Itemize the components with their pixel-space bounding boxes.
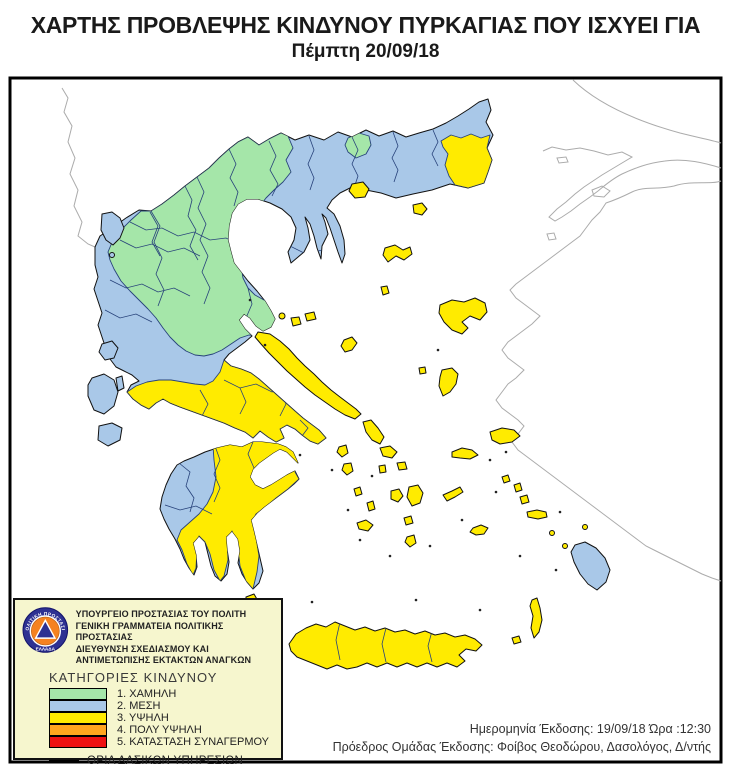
kythnos-island (341, 462, 354, 476)
symi-island (582, 524, 588, 530)
ministry-line: ΓΕΝΙΚΗ ΓΡΑΜΜΑΤΕΙΑ ΠΟΛΙΤΙΚΗΣ ΠΡΟΣΤΑΣΙΑΣ (75, 620, 224, 643)
lefkada-island (98, 340, 119, 361)
turkey-marmara-coastline (542, 146, 722, 222)
kefalonia-island (87, 373, 119, 415)
legend-row-high: 3. ΥΨΗΛΗ (49, 711, 281, 724)
samothrace-island (412, 202, 428, 216)
astypalaia-island (469, 524, 489, 536)
turkey-aegean-coastline (495, 180, 722, 582)
prefecture-borders-crete (335, 622, 433, 663)
swatch-alarm (49, 735, 107, 748)
milos-island (356, 519, 374, 532)
logo-text-bottom: ΕΛΛΑΔΑ (36, 646, 56, 651)
civil-protection-logo: ΠΟΛΙΤΙΚΗ ΠΡΟΣΤΑΣΙΑ ΕΛΛΑΔΑ (22, 606, 69, 653)
ionian-islands (87, 211, 611, 591)
alonissos-island (304, 311, 317, 322)
ithaca-island (115, 375, 125, 392)
region-low-risk-east-macedonia (344, 132, 372, 159)
corfu-island (100, 211, 125, 246)
ministry-text: ΥΠΟΥΡΓΕΙΟ ΠΡΟΣΤΑΣΙΑΣ ΤΟΥ ΠΟΛΙΤΗ ΓΕΝΙΚΗ Γ… (76, 606, 277, 667)
andros-island (362, 419, 385, 445)
samos-island (489, 427, 521, 445)
region-high-risk-evros (440, 133, 493, 189)
euboea-island (254, 331, 362, 420)
kea-island (336, 444, 349, 458)
bozcaada-island-outline (546, 232, 557, 241)
issue-date-line: Ημερομηνία Έκδοσης: 19/09/18 Ώρα :12:30 (469, 722, 711, 736)
syros-island (378, 464, 387, 474)
legend-title: ΚΑΤΗΓΟΡΙΕΣ ΚΙΝΔΥΝΟΥ (49, 669, 218, 685)
rhodes-island (570, 541, 611, 591)
nisyros-island (549, 530, 555, 536)
swatch-high (49, 711, 107, 724)
legend-label: 2. ΜΕΣΗ (117, 699, 161, 712)
marmara-island-outline (556, 156, 569, 164)
imbros-island-outline (591, 185, 611, 198)
skiathos-island (278, 312, 286, 320)
legend-row-alarm: 5. ΚΑΤΑΣΤΑΣΗ ΣΥΝΑΓΕΡΜΟΥ (49, 735, 281, 748)
page-title: ΧΑΡΤΗΣ ΠΡΟΒΛΕΨΗΣ ΚΙΝΔΥΝΟΥ ΠΥΡΚΑΓΙΑΣ ΠΟΥ … (30, 12, 701, 38)
thasos-island (348, 181, 370, 199)
legend-label: 1. ΧΑΜΗΛΗ (117, 687, 177, 700)
psara-island (418, 366, 427, 375)
sifnos-island (366, 500, 376, 512)
legend-row-medium: 2. ΜΕΣΗ (49, 699, 281, 712)
aegean-islands (245, 181, 588, 645)
ministry-line: ΔΙΕΥΘΥΝΣΗ ΣΧΕΔΙΑΣΜΟΥ ΚΑΙ (75, 643, 209, 654)
lesvos-island (438, 297, 488, 335)
santorini-island (404, 534, 417, 548)
mainland-risk-zones (107, 132, 493, 444)
logo-triangle (34, 618, 57, 639)
tinos-island (379, 445, 398, 459)
neighboring-coastlines (61, 79, 722, 582)
kasos-island (511, 635, 522, 645)
kos-island (526, 509, 548, 520)
serifos-island (353, 486, 363, 497)
ikaria-island (451, 447, 479, 460)
ios-island (403, 515, 414, 526)
turkey-black-sea-coastline (572, 79, 722, 144)
small-islets (226, 298, 562, 612)
boundary-label: ΟΡΙΑ ΔΑΣΙΚΩΝ ΥΠΗΡΕΣΙΩΝ (87, 754, 244, 767)
ministry-line: ΥΠΟΥΡΓΕΙΟ ΠΡΟΣΤΑΣΙΑΣ ΤΟΥ ΠΟΛΙΤΗ (75, 609, 247, 619)
legend-box: ΠΟΛΙΤΙΚΗ ΠΡΟΣΤΑΣΙΑ ΕΛΛΑΔΑ ΥΠΟΥΡΓΕΙΟ ΠΡΟΣ… (13, 598, 283, 767)
chios-island (438, 367, 459, 397)
leros-island (513, 482, 523, 493)
skopelos-island (290, 316, 302, 327)
mykonos-island (396, 461, 408, 471)
agios-efstratios-island (380, 285, 390, 296)
legend-label: 3. ΥΨΗΛΗ (117, 711, 169, 724)
legend-label: 5. ΚΑΤΑΣΤΑΣΗ ΣΥΝΑΓΕΡΜΟΥ (117, 735, 270, 748)
forest-boundaries-row: ΟΡΙΑ ΔΑΣΙΚΩΝ ΥΠΗΡΕΣΙΩΝ (49, 755, 281, 767)
legend-row-low: 1. ΧΑΜΗΛΗ (49, 687, 281, 700)
page-subtitle-date: Πέμπτη 20/09/18 (291, 41, 440, 62)
patmos-island (501, 474, 511, 484)
legend-label: 4. ΠΟΛΥ ΥΨΗΛΗ (117, 723, 202, 736)
issue-info: Ημερομηνία Έκδοσης: 19/09/18 Ώρα :12:30 … (333, 720, 711, 756)
legend-row-very-high: 4. ΠΟΛΥ ΥΨΗΛΗ (49, 723, 281, 736)
swatch-low (49, 687, 107, 700)
karpathos-island (529, 597, 543, 639)
limnos-island (382, 244, 413, 263)
zakynthos-island (97, 422, 123, 447)
swatch-very-high (49, 723, 107, 736)
kalymnos-island (519, 494, 530, 505)
albania-coastline (61, 87, 96, 248)
amorgos-island (442, 486, 464, 502)
paros-island (390, 488, 404, 503)
naxos-island (406, 484, 424, 507)
legend-rows: 1. ΧΑΜΗΛΗ 2. ΜΕΣΗ 3. ΥΨΗΛΗ 4. ΠΟΛΥ ΥΨΗΛΗ… (49, 687, 281, 748)
mainland-greece (93, 98, 494, 445)
boundary-line-sample (49, 759, 79, 762)
crete-island (288, 621, 483, 670)
issue-team-line: Πρόεδρος Ομάδας Έκδοσης: Φοίβος Θεοδώρου… (332, 740, 711, 754)
tilos-island (562, 543, 568, 549)
prefecture-borders-peloponnese (164, 442, 255, 515)
ministry-line: ΑΝΤΙΜΕΤΩΠΙΣΗΣ ΕΚΤΑΚΤΩΝ ΑΝΑΓΚΩΝ (75, 655, 252, 665)
paxoi-island (109, 252, 115, 258)
skyros-island (340, 336, 358, 353)
swatch-medium (49, 699, 107, 712)
